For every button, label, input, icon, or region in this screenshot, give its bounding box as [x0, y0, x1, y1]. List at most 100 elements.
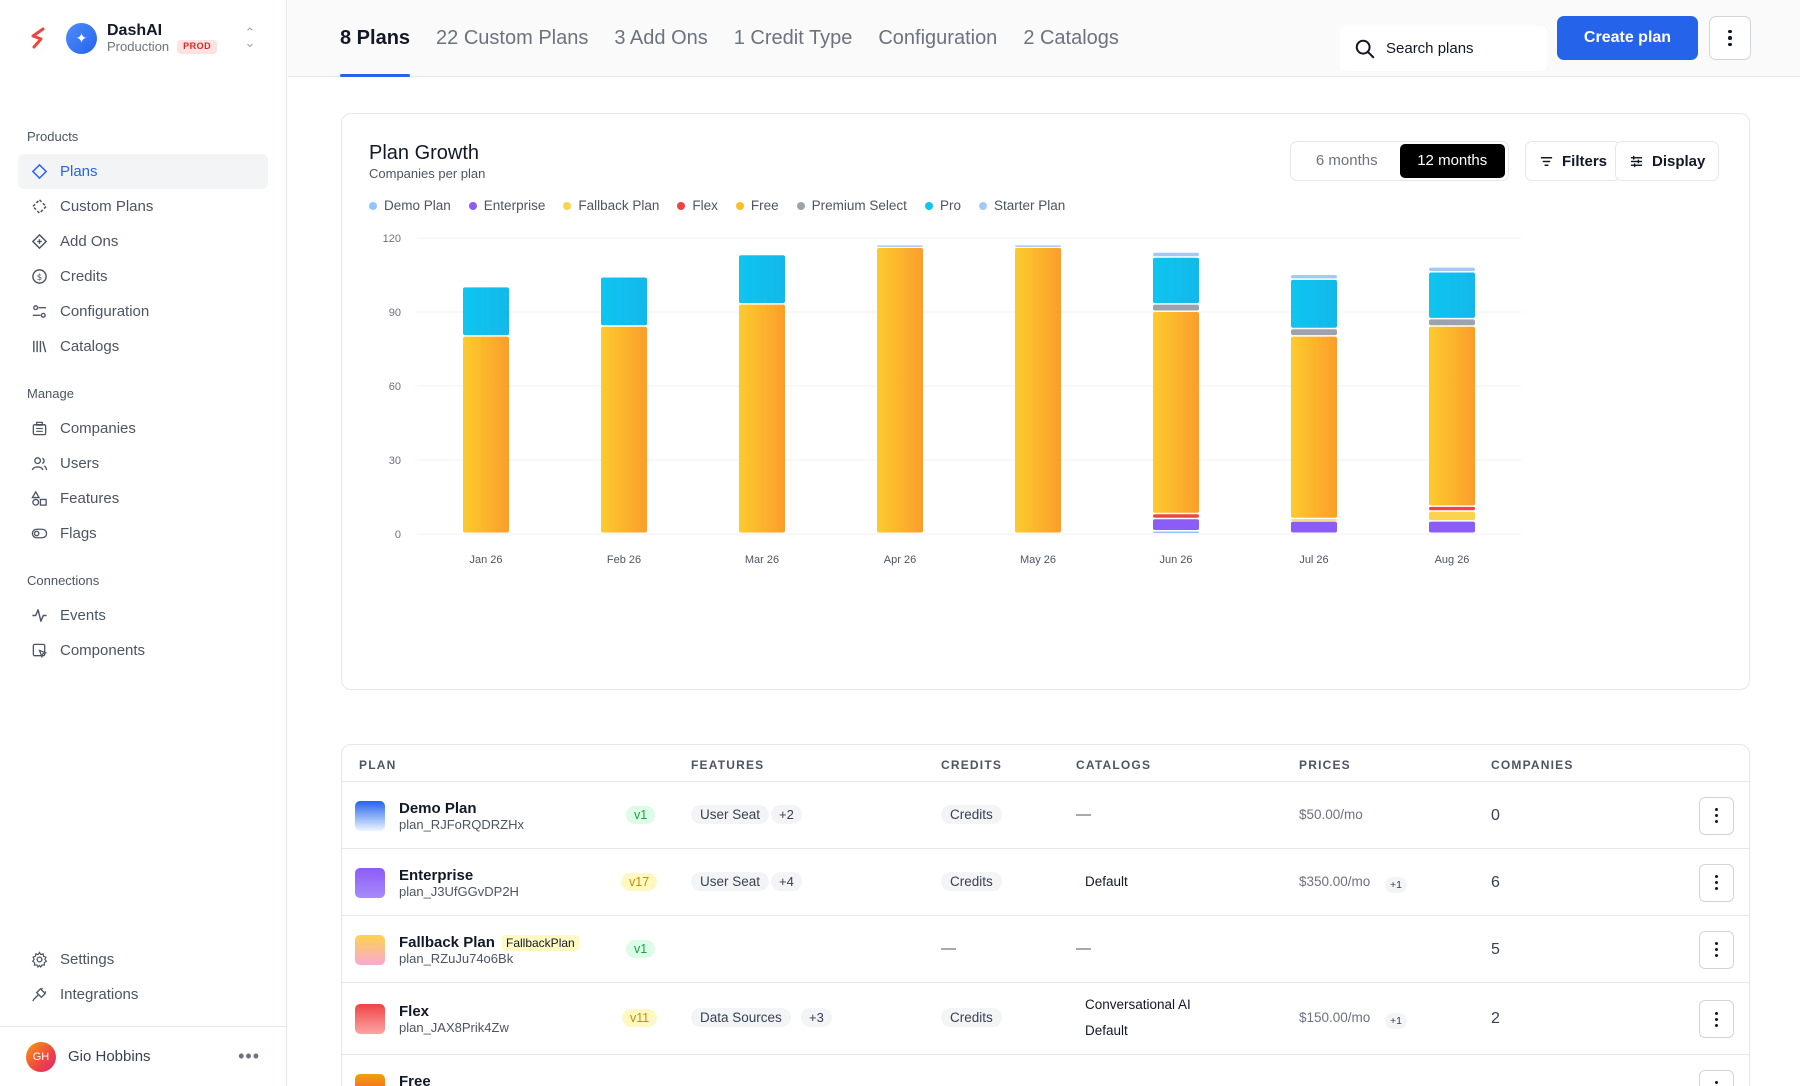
- bar-free-mar-26[interactable]: [739, 304, 785, 533]
- bar-pro-feb-26[interactable]: [601, 277, 647, 326]
- col-companies[interactable]: COMPANIES: [1491, 758, 1574, 772]
- tab-22-custom-plans[interactable]: 22 Custom Plans: [436, 27, 589, 49]
- bar-starter-plan-aug-26[interactable]: [1429, 267, 1475, 272]
- bar-free-may-26[interactable]: [1015, 247, 1061, 533]
- col-features[interactable]: FEATURES: [691, 758, 765, 772]
- bar-starter-plan-apr-26[interactable]: [877, 245, 923, 247]
- bar-enterprise-jun-26[interactable]: [1153, 519, 1199, 531]
- feature-more-chip[interactable]: +4: [771, 871, 802, 891]
- sidebar-item-features[interactable]: Features: [18, 481, 268, 516]
- table-row[interactable]: Demo Plan plan_RJFoRQDRZHx v1 User Seat +2 Cr…: [342, 782, 1749, 849]
- sidebar-item-label: Features: [60, 490, 120, 507]
- sidebar-item-plans[interactable]: Plans: [18, 154, 268, 189]
- sidebar-item-add-ons[interactable]: Add Ons: [18, 224, 268, 259]
- sidebar-item-settings[interactable]: Settings: [18, 942, 268, 977]
- bar-fallback-plan-aug-26[interactable]: [1429, 511, 1475, 521]
- bar-premium-select-jun-26[interactable]: [1153, 304, 1199, 311]
- bar-free-jun-26[interactable]: [1153, 312, 1199, 513]
- bar-starter-plan-jun-26[interactable]: [1153, 252, 1199, 257]
- feature-more-chip[interactable]: +2: [771, 804, 802, 824]
- sidebar-item-catalogs[interactable]: Catalogs: [18, 329, 268, 364]
- bar-premium-select-jul-26[interactable]: [1291, 329, 1337, 336]
- more-options-button[interactable]: [1709, 16, 1751, 60]
- bar-free-feb-26[interactable]: [601, 326, 647, 533]
- price: $150.00/mo: [1299, 1010, 1371, 1025]
- sidebar-item-users[interactable]: Users: [18, 446, 268, 481]
- search-box[interactable]: [1340, 26, 1547, 71]
- sidebar-item-integrations[interactable]: Integrations: [18, 977, 268, 1012]
- sidebar-item-credits[interactable]: $ Credits: [18, 259, 268, 294]
- bar-demo-plan-jun-26[interactable]: [1153, 531, 1199, 534]
- row-actions-button[interactable]: [1699, 863, 1734, 902]
- chart-title: Plan Growth: [369, 142, 480, 164]
- tab-3-add-ons[interactable]: 3 Add Ons: [614, 27, 708, 49]
- legend-item-fallback-plan[interactable]: Fallback Plan: [563, 198, 659, 213]
- col-catalogs[interactable]: CATALOGS: [1076, 758, 1152, 772]
- bar-pro-aug-26[interactable]: [1429, 272, 1475, 318]
- bar-starter-plan-jul-26[interactable]: [1291, 275, 1337, 279]
- user-menu[interactable]: GH Gio Hobbins •••: [0, 1026, 286, 1086]
- feature-more-chip[interactable]: +3: [801, 1008, 832, 1027]
- table-row[interactable]: Fallback Plan FallbackPlan plan_RZuJu74o6B…: [342, 916, 1749, 983]
- plan-name[interactable]: Fallback Plan: [399, 933, 495, 951]
- row-actions-button[interactable]: [1699, 1069, 1734, 1086]
- legend-item-free[interactable]: Free: [735, 198, 779, 213]
- tab-8-plans[interactable]: 8 Plans: [340, 0, 411, 77]
- catalogs-empty: —: [1076, 805, 1091, 823]
- legend-item-enterprise[interactable]: Enterprise: [468, 198, 545, 213]
- range-option-6-months[interactable]: 6 months: [1315, 152, 1378, 169]
- plan-name[interactable]: Enterprise: [399, 866, 474, 884]
- bar-pro-mar-26[interactable]: [739, 255, 785, 304]
- display-button[interactable]: Display: [1615, 141, 1720, 181]
- price-more-chip[interactable]: +1: [1385, 1013, 1407, 1029]
- sidebar-item-flags[interactable]: Flags: [18, 516, 268, 551]
- legend-item-premium-select[interactable]: Premium Select: [796, 198, 907, 213]
- col-plan[interactable]: PLAN: [359, 758, 397, 772]
- sidebar-item-custom-plans[interactable]: Custom Plans: [18, 189, 268, 224]
- legend-item-flex[interactable]: Flex: [677, 198, 718, 213]
- legend-item-demo-plan[interactable]: Demo Plan: [369, 198, 451, 213]
- bar-starter-plan-may-26[interactable]: [1015, 245, 1061, 247]
- create-plan-button[interactable]: Create plan: [1557, 16, 1698, 60]
- y-tick-label: 90: [389, 307, 401, 319]
- bar-enterprise-aug-26[interactable]: [1429, 521, 1475, 533]
- search-input[interactable]: [1386, 40, 1526, 57]
- row-actions-button[interactable]: [1699, 796, 1734, 835]
- sidebar-item-events[interactable]: Events: [18, 598, 268, 633]
- plan-name[interactable]: Flex: [399, 1003, 430, 1020]
- sidebar-item-configuration[interactable]: Configuration: [18, 294, 268, 329]
- tab-2-catalogs[interactable]: 2 Catalogs: [1023, 27, 1119, 49]
- bar-pro-jul-26[interactable]: [1291, 279, 1337, 328]
- bar-fallback-plan-jul-26[interactable]: [1291, 519, 1337, 521]
- bar-flex-jun-26[interactable]: [1153, 514, 1199, 518]
- filters-button[interactable]: Filters: [1525, 141, 1622, 181]
- sidebar-item-companies[interactable]: Companies: [18, 411, 268, 446]
- plan-name[interactable]: Demo Plan: [399, 799, 477, 817]
- bar-free-jan-26[interactable]: [463, 336, 509, 533]
- tab-1-credit-type[interactable]: 1 Credit Type: [733, 27, 853, 49]
- bar-flex-aug-26[interactable]: [1429, 506, 1475, 511]
- table-row[interactable]: Enterprise plan_J3UfGGvDP2H v17 User Seat +4…: [342, 849, 1749, 916]
- table-row[interactable]: Flex plan_JAX8Prik4Zw v11 Data Sources +3 Cre…: [342, 983, 1749, 1055]
- sidebar-item-components[interactable]: Components: [18, 633, 268, 668]
- org-switcher[interactable]: ✦ DashAI Production PROD ⌃ ⌄: [0, 0, 286, 76]
- bar-pro-jan-26[interactable]: [463, 287, 509, 336]
- row-actions-button[interactable]: [1699, 930, 1734, 969]
- plan-name[interactable]: Free: [399, 1072, 431, 1086]
- row-actions-button[interactable]: [1699, 1000, 1734, 1038]
- bar-free-aug-26[interactable]: [1429, 326, 1475, 506]
- price-more-chip[interactable]: +1: [1385, 876, 1407, 893]
- col-prices[interactable]: PRICES: [1299, 758, 1351, 772]
- bar-premium-select-aug-26[interactable]: [1429, 319, 1475, 326]
- legend-item-pro[interactable]: Pro: [924, 198, 961, 213]
- tab-configuration[interactable]: Configuration: [878, 27, 998, 49]
- range-option-12-months[interactable]: 12 months: [1399, 144, 1505, 178]
- more-horizontal-icon[interactable]: •••: [238, 1046, 260, 1066]
- bar-pro-jun-26[interactable]: [1153, 257, 1199, 304]
- legend-item-starter-plan[interactable]: Starter Plan: [978, 198, 1065, 213]
- col-credits[interactable]: CREDITS: [941, 758, 1003, 772]
- bar-free-apr-26[interactable]: [877, 247, 923, 533]
- bar-free-jul-26[interactable]: [1291, 336, 1337, 518]
- bar-enterprise-jul-26[interactable]: [1291, 521, 1337, 533]
- table-row[interactable]: Free: [342, 1055, 1749, 1086]
